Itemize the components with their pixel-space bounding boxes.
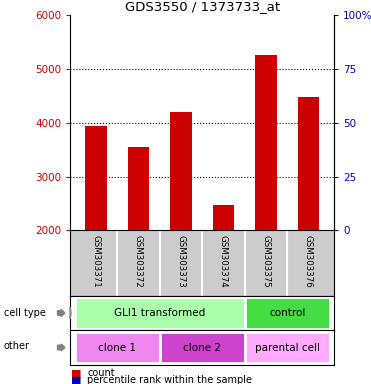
Bar [75, 332, 160, 363]
Text: other: other [4, 341, 30, 351]
Text: GSM303373: GSM303373 [177, 235, 186, 288]
Text: clone 2: clone 2 [183, 343, 221, 353]
Text: parental cell: parental cell [255, 343, 320, 353]
Text: ■: ■ [70, 368, 81, 378]
Text: GSM303371: GSM303371 [92, 235, 101, 288]
Bar [245, 297, 330, 328]
Text: clone 1: clone 1 [98, 343, 136, 353]
Text: control: control [269, 308, 305, 318]
Bar [170, 112, 191, 230]
Bar [255, 55, 276, 230]
Bar [128, 147, 149, 230]
Bar [298, 97, 319, 230]
Bar [75, 297, 245, 328]
Text: ■: ■ [70, 375, 81, 384]
Bar [245, 332, 330, 363]
Title: GDS3550 / 1373733_at: GDS3550 / 1373733_at [125, 0, 280, 13]
Bar [85, 126, 106, 230]
Bar [160, 332, 245, 363]
Text: count: count [87, 368, 115, 378]
Text: GSM303374: GSM303374 [219, 235, 228, 288]
Bar [213, 205, 234, 230]
Text: GSM303375: GSM303375 [262, 235, 270, 288]
Text: GSM303372: GSM303372 [134, 235, 143, 288]
Text: GSM303376: GSM303376 [304, 235, 313, 288]
Text: cell type: cell type [4, 308, 46, 318]
Text: GLI1 transformed: GLI1 transformed [114, 308, 205, 318]
Text: percentile rank within the sample: percentile rank within the sample [87, 375, 252, 384]
